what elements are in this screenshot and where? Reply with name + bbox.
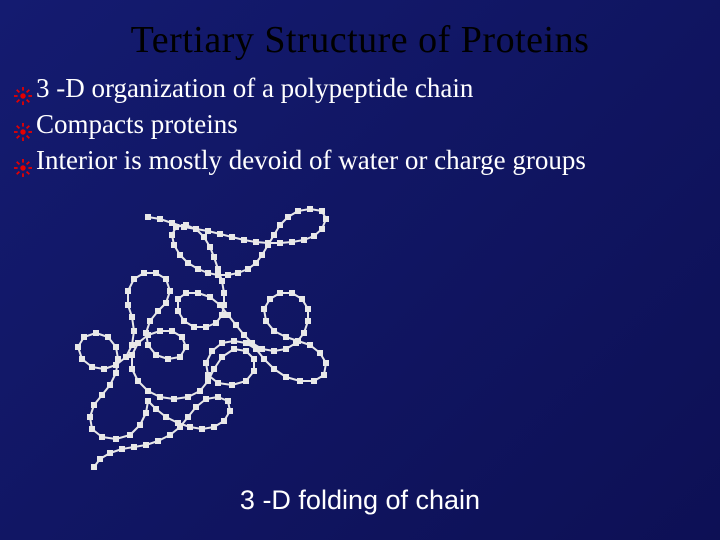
bullet-text: 3 -D organization of a polypeptide chain: [36, 72, 710, 106]
page-title: Tertiary Structure of Proteins: [0, 0, 720, 72]
bullet-text: Compacts proteins: [36, 108, 710, 142]
list-item: 3 -D organization of a polypeptide chain: [14, 72, 710, 106]
sunburst-icon: [14, 116, 32, 134]
diagram-caption: 3 -D folding of chain: [0, 485, 720, 516]
sunburst-icon: [14, 152, 32, 170]
protein-chain-diagram: [60, 205, 370, 475]
bullet-list: 3 -D organization of a polypeptide chain…: [0, 72, 720, 177]
bullet-text: Interior is mostly devoid of water or ch…: [36, 144, 710, 178]
sunburst-icon: [14, 80, 32, 98]
list-item: Interior is mostly devoid of water or ch…: [14, 144, 710, 178]
list-item: Compacts proteins: [14, 108, 710, 142]
